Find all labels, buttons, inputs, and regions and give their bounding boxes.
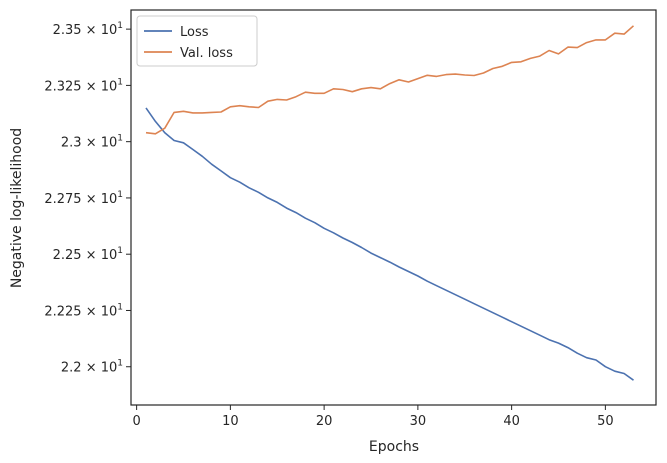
y-tick-label: 2.35 × 101: [53, 21, 123, 38]
series-line-loss: [145, 107, 634, 381]
x-axis-label: Epochs: [369, 439, 419, 455]
x-tick-label: 30: [410, 414, 427, 429]
y-tick-label: 2.225 × 101: [44, 302, 123, 319]
x-tick-label: 50: [597, 414, 614, 429]
legend-label-val-loss: Val. loss: [180, 46, 233, 61]
y-tick-label: 2.275 × 101: [44, 190, 123, 207]
x-tick-label: 0: [132, 414, 140, 429]
plot-area: [145, 25, 635, 381]
x-tick-label: 40: [503, 414, 520, 429]
x-tick-label: 10: [222, 414, 239, 429]
y-tick-label: 2.2 × 101: [61, 359, 123, 376]
legend-label-loss: Loss: [180, 25, 209, 40]
plot-frame: [130, 9, 657, 406]
x-tick-label: 20: [316, 414, 333, 429]
y-axis-label: Negative log-likelihood: [9, 128, 25, 288]
y-tick-label: 2.25 × 101: [53, 246, 123, 263]
axes: 0 10 20 30 40 50 2.2 × 101 2.225 × 101 2.25 × 10…: [44, 9, 657, 429]
legend: Loss Val. loss: [136, 15, 258, 67]
y-tick-label: 2.3 × 101: [61, 134, 123, 151]
legend-box: [136, 15, 258, 67]
series-line-val-loss: [145, 25, 635, 135]
y-tick-label: 2.325 × 101: [44, 77, 123, 94]
